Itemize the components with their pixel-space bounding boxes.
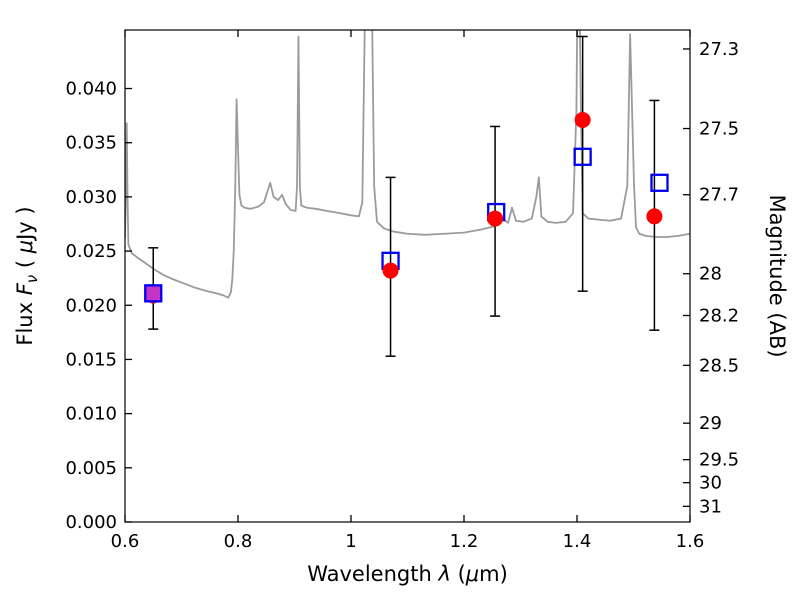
- y-right-tick-label: 27.7: [699, 185, 739, 206]
- y-right-tick-label: 29.5: [699, 450, 739, 471]
- observed-point-circle: [382, 262, 399, 279]
- observed-point-circle: [646, 208, 663, 225]
- y-left-tick-label: 0.010: [65, 404, 117, 425]
- model-point-square: [573, 147, 592, 166]
- x-tick-label: 1: [345, 531, 356, 552]
- y-right-tick-label: 27.5: [699, 119, 739, 140]
- y-axis-label-left: Flux Fν ( μJy ): [13, 206, 41, 345]
- y-left-tick-label: 0.025: [65, 241, 117, 262]
- y-left-tick-label: 0.040: [65, 79, 117, 100]
- y-left-tick-label: 0.020: [65, 295, 117, 316]
- x-tick-label: 1.4: [563, 531, 592, 552]
- model-point-square: [650, 173, 669, 192]
- tick-labels: 0.6 0.8 1 1.2 1.4 1.6 0.000 0.005 0.010 0.015 0.02…: [65, 39, 739, 552]
- y-right-tick-label: 29: [699, 413, 722, 434]
- y-right-tick-label: 27.3: [699, 39, 739, 60]
- y-right-tick-label: 30: [699, 473, 722, 494]
- y-left-tick-label: 0.015: [65, 349, 117, 370]
- y-right-tick-label: 28.2: [699, 306, 739, 327]
- model-point-square-filled: [144, 284, 163, 303]
- y-right-tick-label: 28: [699, 264, 722, 285]
- x-tick-label: 0.6: [111, 531, 140, 552]
- y-right-tick-label: 28.5: [699, 355, 739, 376]
- observed-point-circle: [574, 111, 591, 128]
- plot-area: [125, 30, 690, 357]
- spectrum-line: [125, 30, 690, 299]
- x-axis-label: Wavelength λ (μm): [307, 562, 508, 586]
- x-tick-label: 1.2: [450, 531, 479, 552]
- y-axis-label-right: Magnitude (AB): [765, 194, 789, 357]
- y-left-tick-label: 0.000: [65, 512, 117, 533]
- y-left-tick-label: 0.035: [65, 133, 117, 154]
- y-right-tick-label: 31: [699, 496, 722, 517]
- tick-marks: [124, 30, 691, 523]
- x-tick-label: 1.6: [676, 531, 705, 552]
- observed-point-circle: [487, 210, 504, 227]
- y-left-tick-label: 0.030: [65, 187, 117, 208]
- axes-frame: [124, 29, 691, 523]
- y-left-tick-label: 0.005: [65, 458, 117, 479]
- x-tick-label: 0.8: [224, 531, 253, 552]
